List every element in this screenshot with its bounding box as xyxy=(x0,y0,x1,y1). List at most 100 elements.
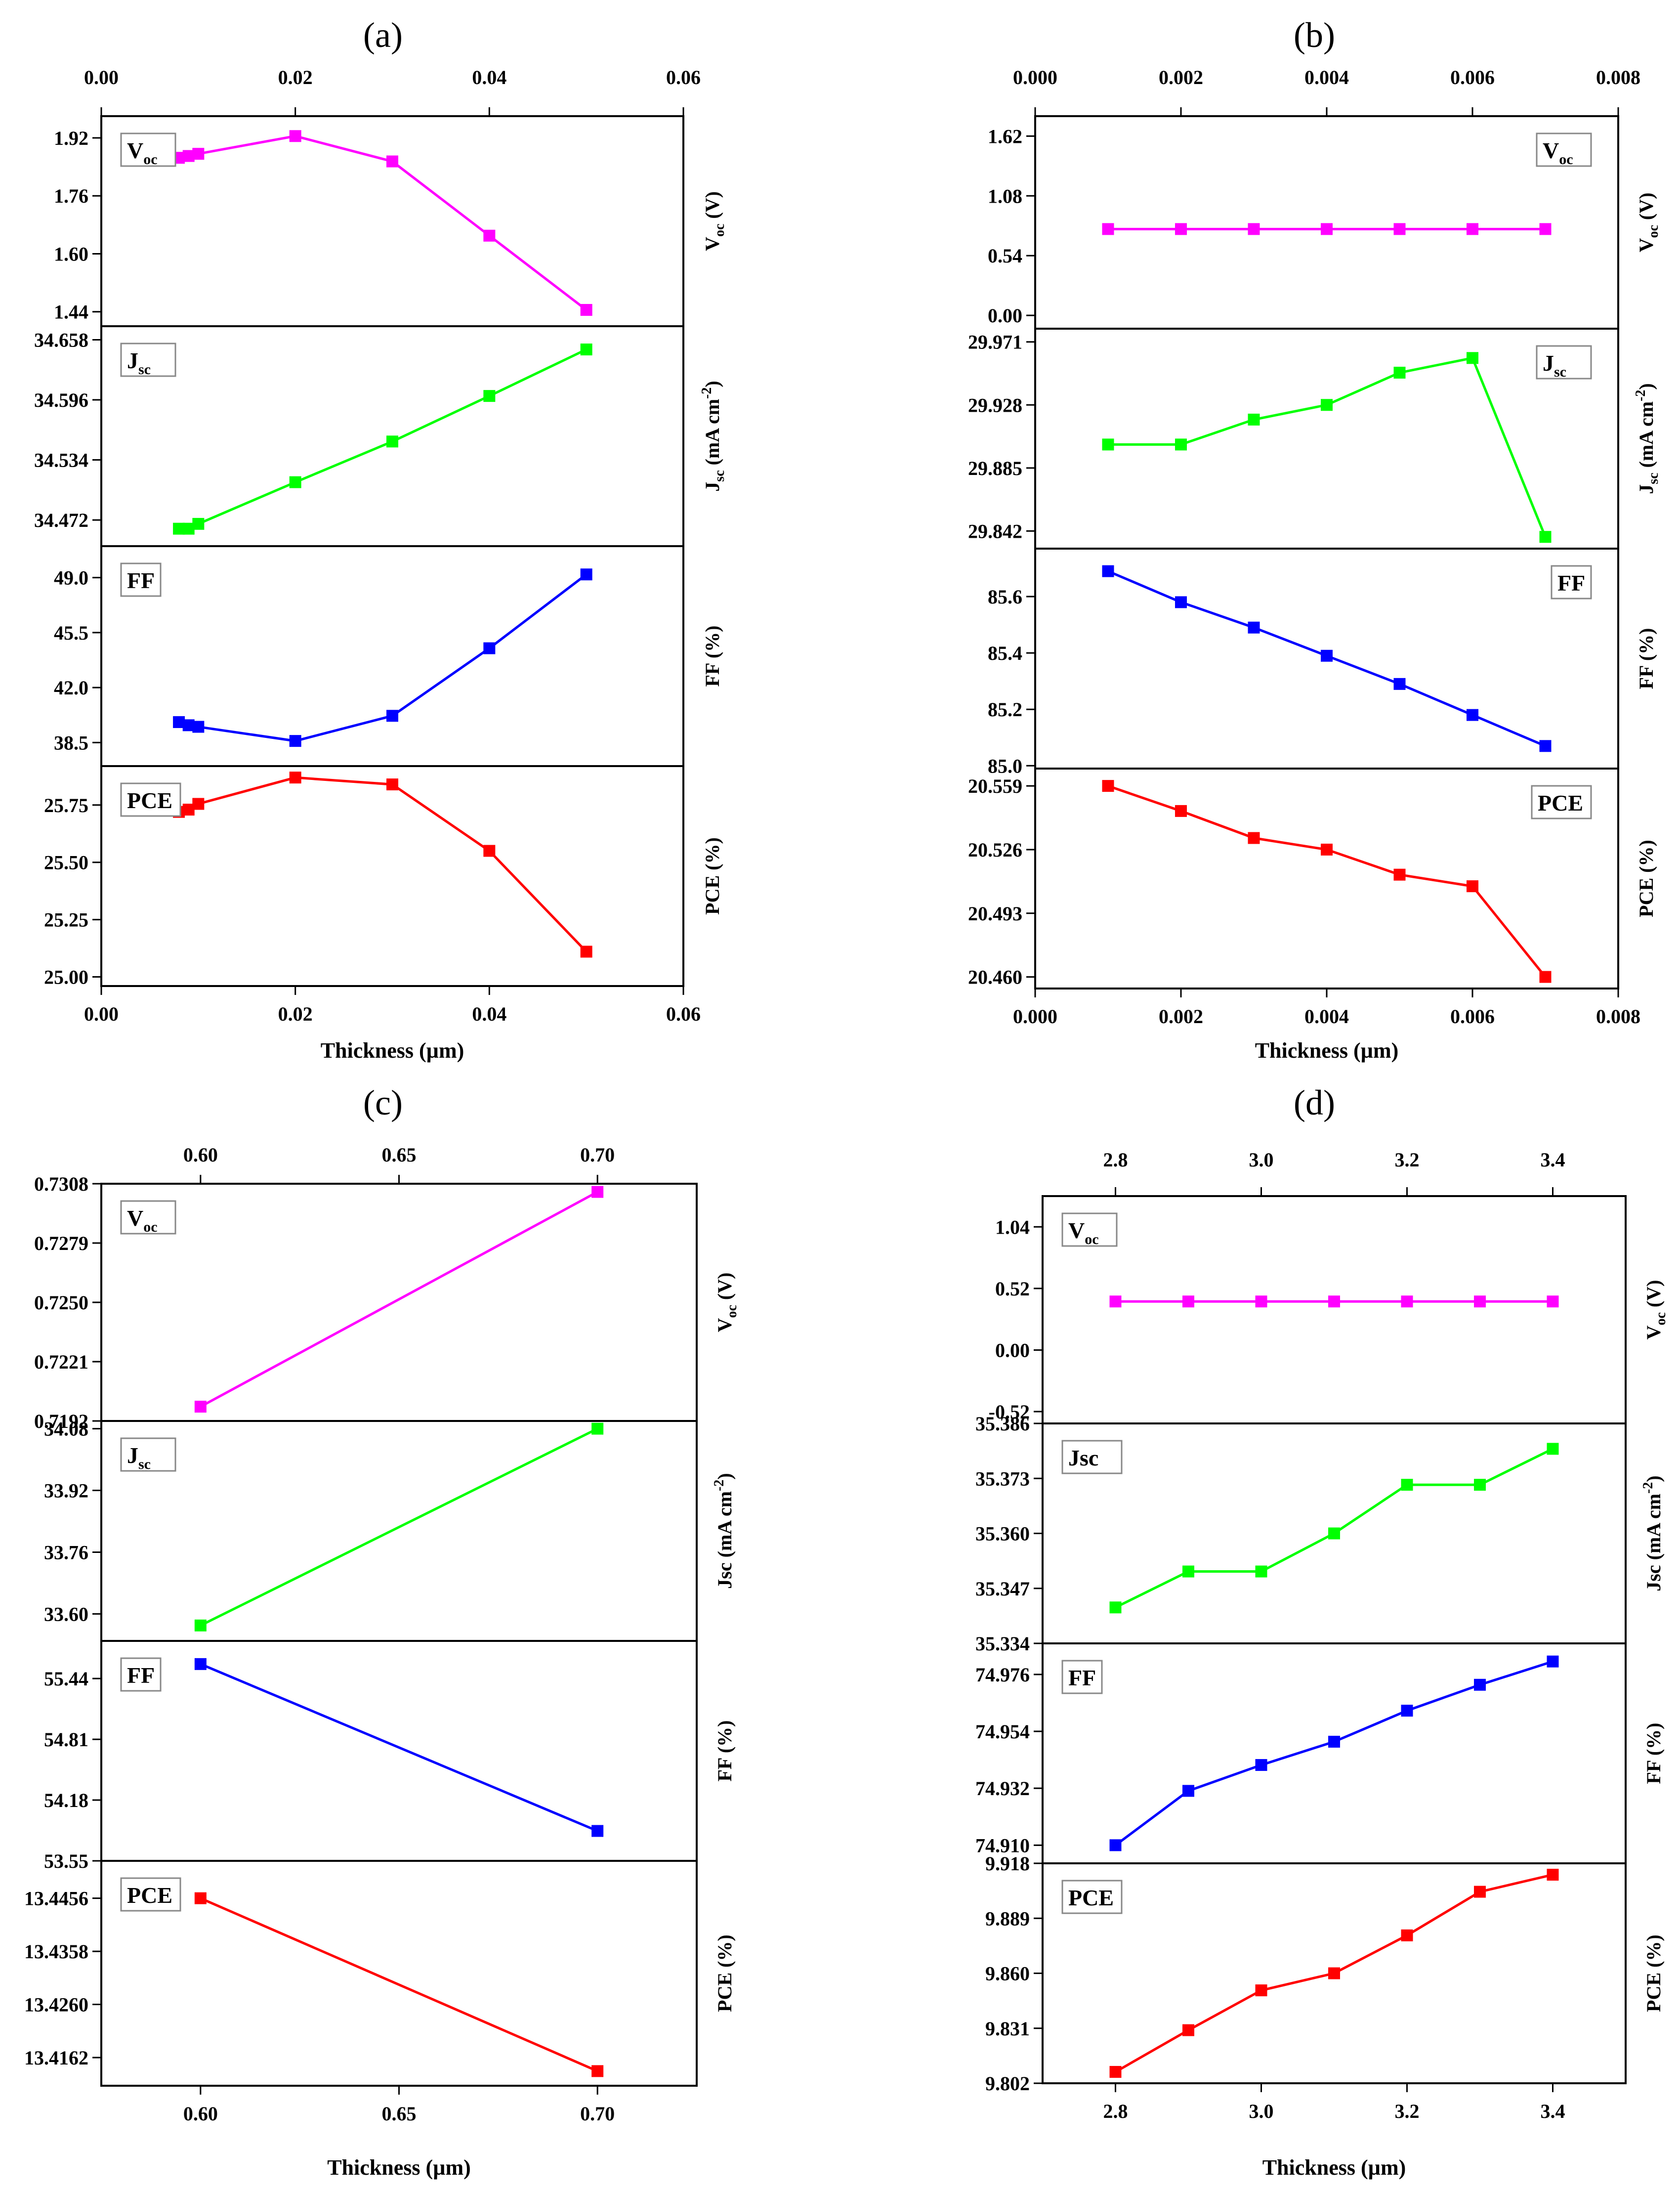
y-tick-label: 53.55 xyxy=(44,1850,88,1872)
y-tick-label: 0.52 xyxy=(995,1278,1030,1300)
legend-main: J xyxy=(1543,350,1554,376)
pce-data-point xyxy=(192,798,205,810)
top-x-tick-label: 3.0 xyxy=(1249,1149,1274,1171)
pce-data-point xyxy=(1474,1886,1486,1898)
jsc-data-point xyxy=(1393,367,1406,379)
x-tick-label: 0.60 xyxy=(183,2103,218,2125)
y-tick-label: 0.7279 xyxy=(34,1232,88,1254)
jsc-data-point xyxy=(1109,1601,1122,1614)
y-tick-label: 20.559 xyxy=(968,775,1022,797)
panel-c: (c) 0.60 0.65 0.70 0.7192 0.7221 0.7250 0.7279 0… xyxy=(24,1083,740,2180)
legend-main: PCE xyxy=(1538,790,1583,816)
y-label-part: sc xyxy=(712,470,727,481)
y-tick-label: 1.76 xyxy=(54,185,88,207)
subplot-frame xyxy=(1042,1195,1627,1424)
y-tick-label: 85.0 xyxy=(988,755,1022,777)
y-tick-label: 33.60 xyxy=(44,1603,88,1625)
x-tick-label: 3.4 xyxy=(1541,2100,1565,2122)
legend-main: V xyxy=(1068,1218,1085,1243)
y-axis-label: PCE (%) xyxy=(714,1934,736,2012)
ff-data-point xyxy=(1467,709,1478,721)
y-label-part: FF (%) xyxy=(714,1720,736,1781)
legend-box xyxy=(120,343,176,377)
jsc-data-point xyxy=(1321,399,1333,411)
y-axis-label: Jsc (mA cm-2) xyxy=(699,381,727,491)
legend-main: V xyxy=(127,138,143,163)
ff-data-point xyxy=(1328,1735,1340,1748)
x-tick-label: 0.06 xyxy=(666,1003,701,1025)
jsc-data-point xyxy=(194,1619,207,1632)
subplot-frame xyxy=(100,1420,698,1642)
top-x-tick-label: 3.2 xyxy=(1395,1149,1420,1171)
legend-label: PCE xyxy=(1538,790,1583,816)
pce-data-point xyxy=(1467,880,1478,893)
legend-label: Voc xyxy=(1068,1218,1099,1247)
top-x-tick-label: 0.00 xyxy=(84,66,119,88)
y-tick-label: 85.4 xyxy=(988,642,1022,664)
legend-main: V xyxy=(1543,138,1559,163)
top-x-tick-label: 0.008 xyxy=(1596,66,1640,88)
ff-data-point xyxy=(1248,621,1260,634)
y-tick-label: 13.4456 xyxy=(24,1888,88,1910)
x-axis-label: Thickness (µm) xyxy=(321,1038,464,1063)
pce-data-point xyxy=(580,946,592,958)
y-axis-label: FF (%) xyxy=(701,625,723,687)
y-label-part: ) xyxy=(714,1473,736,1479)
y-tick-label: 0.54 xyxy=(988,245,1022,267)
y-tick-label: 34.08 xyxy=(44,1418,88,1440)
legend-main: FF xyxy=(1068,1665,1096,1690)
y-label-part: J xyxy=(701,482,723,492)
y-label-part: FF (%) xyxy=(701,625,723,687)
panel-title: (c) xyxy=(363,1083,403,1122)
legend-subscript: sc xyxy=(138,361,151,378)
y-label-part: oc xyxy=(712,224,727,237)
voc-series-line xyxy=(200,1191,598,1408)
legend-label: PCE xyxy=(127,1883,172,1908)
ff-data-point xyxy=(1255,1759,1267,1771)
legend-box xyxy=(1061,1212,1118,1247)
legend-main: V xyxy=(127,1205,143,1231)
jsc-data-point xyxy=(1248,413,1260,426)
voc-data-point xyxy=(1467,223,1478,235)
legend-box xyxy=(120,562,162,597)
top-x-tick-label: 0.002 xyxy=(1159,66,1203,88)
jsc-series-line xyxy=(1108,356,1547,538)
legend-box xyxy=(120,1200,176,1235)
jsc-data-point xyxy=(1175,438,1187,451)
y-label-part: V xyxy=(701,237,723,251)
y-tick-label: 0.00 xyxy=(988,304,1022,327)
y-tick-label: 0.7308 xyxy=(34,1173,88,1195)
panel-title: (a) xyxy=(363,15,403,55)
pce-data-point xyxy=(194,1892,207,1904)
legend-box xyxy=(120,782,181,817)
ff-data-point xyxy=(1175,596,1187,608)
x-tick-label: 0.000 xyxy=(1013,1005,1057,1028)
legend-subscript: oc xyxy=(1559,151,1573,168)
y-label-part: PCE (%) xyxy=(1642,1934,1665,2012)
jsc-data-point xyxy=(289,476,301,488)
legend-main: FF xyxy=(127,1663,155,1688)
y-axis-label: Voc (V) xyxy=(1635,193,1661,253)
voc-series-line xyxy=(178,134,588,311)
y-tick-label: 45.5 xyxy=(54,622,88,644)
jsc-series-line xyxy=(179,348,587,530)
y-tick-label: 9.860 xyxy=(985,1963,1030,1985)
pce-data-point xyxy=(1328,1967,1340,1979)
y-label-part: -2 xyxy=(1633,390,1648,401)
top-x-tick-label: 0.65 xyxy=(382,1144,417,1166)
y-tick-label: 49.0 xyxy=(54,567,88,589)
x-tick-label: 0.04 xyxy=(472,1003,506,1025)
jsc-series-line xyxy=(200,1427,598,1627)
legend-subscript: oc xyxy=(143,151,157,168)
y-tick-label: 1.44 xyxy=(54,301,88,323)
voc-data-point xyxy=(1401,1295,1413,1308)
x-tick-label: 0.004 xyxy=(1304,1005,1349,1028)
subplot-ff: 74.910 74.932 74.954 74.976 FF FF (%) xyxy=(975,1642,1665,1864)
voc-data-point xyxy=(483,229,496,242)
y-label-part: -2 xyxy=(1640,1482,1656,1494)
subplot-ff: 85.0 85.2 85.4 85.6 FF FF (%) xyxy=(988,548,1657,777)
